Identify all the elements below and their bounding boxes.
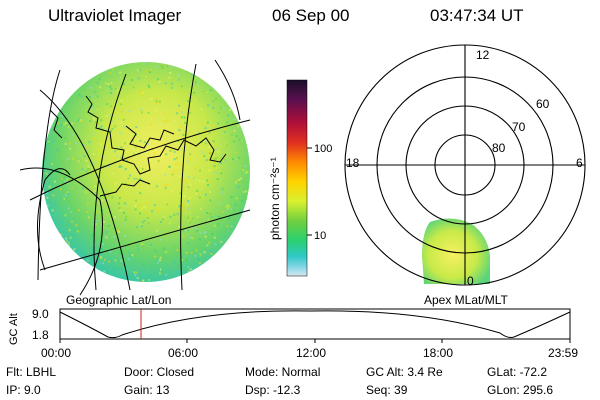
polar-panel: 12 18 6 0 60 70 80 Apex MLat/MLT [344, 44, 586, 307]
colorbar-gradient [286, 79, 308, 277]
mlt-label-0: 0 [467, 274, 474, 288]
ip-label: IP: 9.0 [6, 383, 41, 397]
altitude-curve [59, 310, 571, 339]
date-label: 06 Sep 00 [272, 6, 350, 25]
glat-label: GLat: -72.2 [487, 365, 548, 379]
x-tick-label-1200: 12:00 [296, 346, 326, 360]
seq-label: Seq: 39 [366, 383, 408, 397]
mlt-label-18: 18 [346, 156, 360, 170]
door-label: Door: Closed [124, 365, 195, 379]
x-tick-label-2359: 23:59 [548, 346, 578, 360]
timeline-axis-label: GC Alt [8, 313, 20, 345]
glon-label: GLon: 295.6 [487, 383, 554, 397]
dsp-label: Dsp: -12.3 [245, 383, 301, 397]
mlt-label-12: 12 [476, 48, 490, 62]
altitude-timeline: GC Alt 9.0 1.8 00:00 06:00 12:00 18:00 2… [8, 307, 578, 360]
colorbar: 100 10 photon cm⁻²s⁻¹ [268, 79, 332, 277]
gc-alt-label: GC Alt: 3.4 Re [366, 365, 443, 379]
x-tick-label-1800: 18:00 [423, 346, 453, 360]
uvi-image-polar [422, 218, 490, 284]
instrument-title: Ultraviolet Imager [48, 6, 182, 25]
lat-label-60: 60 [536, 97, 550, 111]
polar-panel-label: Apex MLat/MLT [424, 293, 508, 307]
gain-label: Gain: 13 [124, 383, 170, 397]
mode-label: Mode: Normal [245, 365, 321, 379]
y-tick-label-9: 9.0 [32, 307, 49, 321]
lat-label-70: 70 [512, 120, 526, 134]
x-tick-label-0600: 06:00 [168, 346, 198, 360]
geo-grid-lines [19, 59, 251, 296]
timeline-frame [59, 308, 571, 340]
geo-panel-label: Geographic Lat/Lon [66, 293, 171, 307]
lat-label-80: 80 [492, 141, 506, 155]
colorbar-tick-label-10: 10 [314, 230, 326, 242]
y-tick-label-1_8: 1.8 [32, 328, 49, 342]
geographic-image-panel: Geographic Lat/Lon [19, 59, 251, 307]
polar-grid [344, 44, 586, 286]
time-label: 03:47:34 UT [430, 6, 524, 25]
filter-label: Flt: LBHL [6, 365, 57, 379]
colorbar-tick-label-100: 100 [314, 143, 332, 155]
x-tick-label-0000: 00:00 [41, 346, 71, 360]
mlt-label-6: 6 [576, 156, 583, 170]
colorbar-unit-label: photon cm⁻²s⁻¹ [268, 157, 282, 240]
coastline-outline [49, 95, 227, 197]
